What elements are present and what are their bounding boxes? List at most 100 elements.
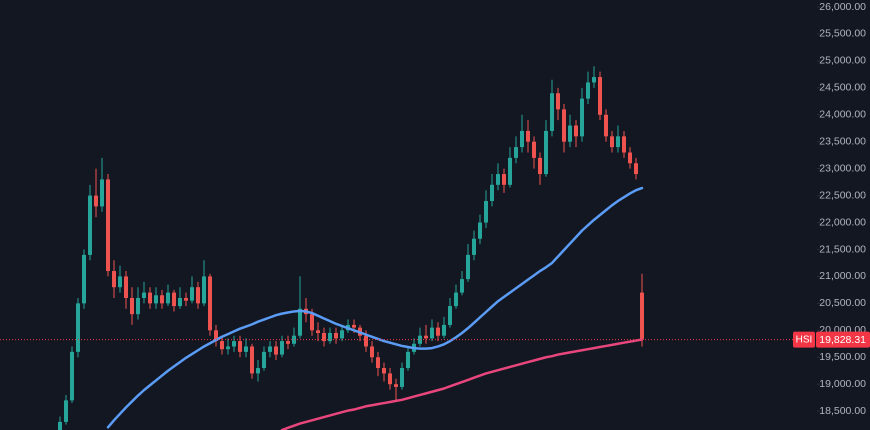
candle-body [538, 157, 542, 175]
candle-body [598, 77, 602, 115]
candle-body [220, 341, 224, 350]
candle-body [520, 130, 524, 148]
y-tick-label: 23,000.00 [819, 162, 866, 174]
candle-body [460, 279, 464, 293]
candle-body [94, 195, 98, 207]
y-tick-label: 20,500.00 [819, 297, 866, 309]
candle-body [562, 109, 566, 142]
y-tick-label: 21,000.00 [819, 270, 866, 282]
candle-body [454, 292, 458, 307]
candle-body [160, 295, 164, 304]
candle-body [172, 292, 176, 307]
y-tick-label: 18,500.00 [819, 405, 866, 417]
y-tick-label: 25,500.00 [819, 28, 866, 40]
candle-body [238, 341, 242, 352]
candle-body [604, 114, 608, 137]
candle-body [640, 292, 644, 340]
candle-body [370, 346, 374, 358]
candle-body [478, 222, 482, 239]
candle-body [88, 195, 92, 255]
price-label: 19,828.31 [819, 334, 866, 346]
candle-body [592, 77, 596, 83]
candle-body [484, 200, 488, 223]
candle-body [376, 357, 380, 369]
candle-body [154, 295, 158, 304]
candle-body [208, 276, 212, 331]
symbol-label: HSI [796, 335, 813, 346]
candle-body [106, 179, 110, 272]
candle-body [400, 368, 404, 387]
candle-body [466, 254, 470, 280]
candle-body [574, 125, 578, 137]
candle-body [280, 341, 284, 355]
candle-body [256, 368, 260, 374]
candle-body [406, 351, 410, 369]
candle-body [496, 174, 500, 185]
candle-body [100, 179, 104, 207]
candle-body [112, 271, 116, 288]
candle-body [508, 157, 512, 185]
candle-body [472, 238, 476, 255]
candle-body [244, 346, 248, 352]
candle-body [382, 368, 386, 374]
y-tick-label: 19,000.00 [819, 378, 866, 390]
candle-body [436, 327, 440, 336]
candle-body [568, 125, 572, 142]
y-tick-label: 22,000.00 [819, 216, 866, 228]
candle-body [328, 333, 332, 342]
candle-body [352, 324, 356, 328]
candle-body [610, 136, 614, 148]
y-tick-label: 21,500.00 [819, 243, 866, 255]
candle-body [70, 351, 74, 401]
candle-body [514, 147, 518, 158]
symbol-badge [793, 331, 815, 348]
plot-area [0, 66, 815, 430]
y-tick-label: 22,500.00 [819, 189, 866, 201]
candle-body [178, 297, 182, 307]
candle-body [490, 184, 494, 201]
candle-body [82, 254, 86, 304]
candle-body [64, 400, 68, 422]
price-axis: 18,500.0019,000.0019,500.0020,000.0020,5… [793, 1, 870, 417]
candle-body [394, 384, 398, 387]
candle-body [322, 333, 326, 342]
candle-body [76, 303, 80, 352]
candle-body [262, 351, 266, 369]
candle-body [196, 287, 200, 304]
candle-body [430, 327, 434, 339]
candle-body [442, 324, 446, 336]
candle-body [316, 330, 320, 334]
candle-body [274, 346, 278, 355]
candle-body [268, 346, 272, 352]
y-tick-label: 25,000.00 [819, 55, 866, 67]
candle-body [190, 287, 194, 301]
candle-body [532, 141, 536, 158]
candle-body [166, 292, 170, 304]
candle-body [448, 306, 452, 325]
candle-body [250, 346, 254, 374]
candle-body [58, 421, 62, 430]
candle-body [544, 130, 548, 175]
candle-body [424, 335, 428, 339]
candle-body [184, 297, 188, 301]
candle-body [130, 297, 134, 315]
y-tick-label: 26,000.00 [819, 1, 866, 13]
candle-body [226, 346, 230, 350]
candle-body [616, 136, 620, 148]
candle-body [364, 335, 368, 347]
candle-body [622, 136, 626, 153]
candle-body [556, 93, 560, 110]
y-tick-label: 19,500.00 [819, 351, 866, 363]
candle-body [586, 82, 590, 99]
y-tick-label: 23,500.00 [819, 135, 866, 147]
candle-body [334, 333, 338, 339]
price-badge [816, 331, 870, 348]
candle-body [580, 98, 584, 137]
candle-body [214, 330, 218, 342]
candle-body [298, 308, 302, 336]
candle-body [526, 130, 530, 142]
candle-body [118, 276, 122, 288]
candle-body [340, 330, 344, 339]
